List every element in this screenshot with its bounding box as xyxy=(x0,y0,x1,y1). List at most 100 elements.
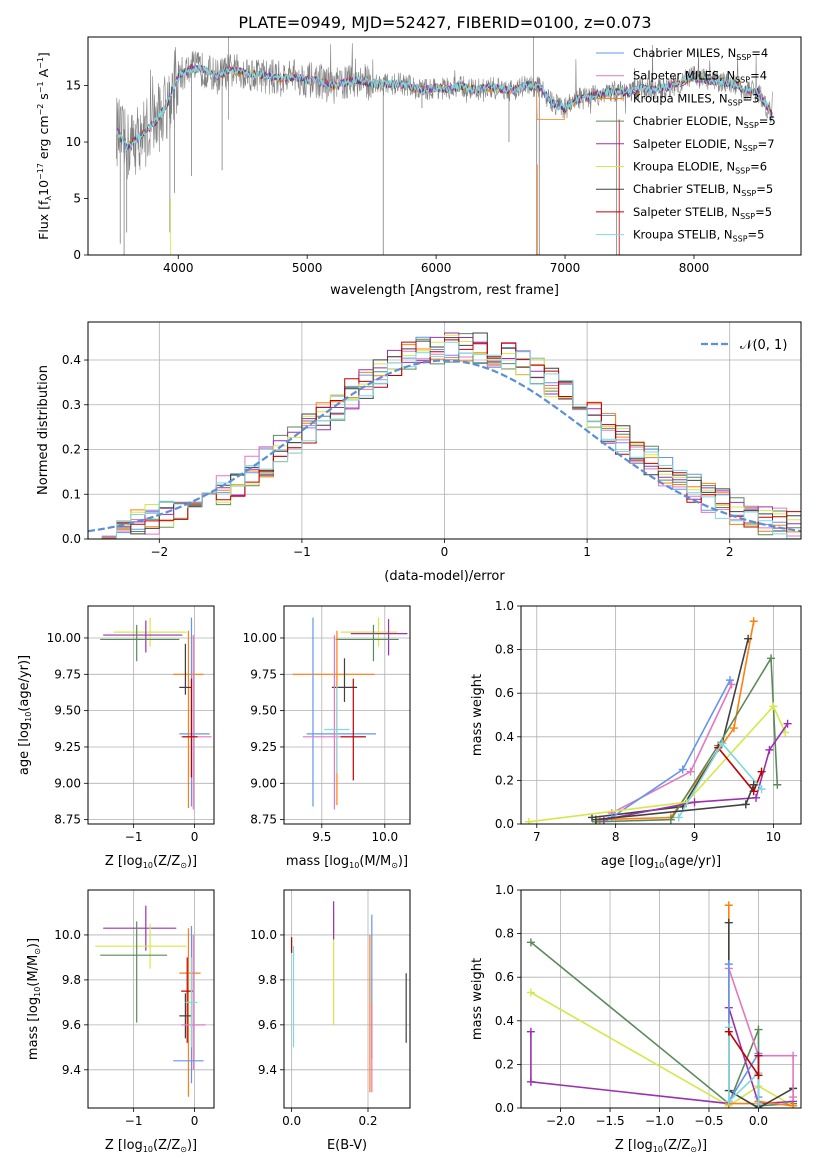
legend-entry: Salpeter ELODIE, NSSP=7 xyxy=(596,137,775,153)
y-tick-label: 10.00 xyxy=(47,631,81,645)
x-tick-label: 0 xyxy=(191,1114,199,1128)
x-tick-label: 5000 xyxy=(292,261,323,275)
weight-series xyxy=(724,918,798,1108)
weight-marker xyxy=(769,702,778,711)
label-part: =5 xyxy=(748,228,765,242)
label-part: −17 xyxy=(36,163,45,180)
label-part: Chabrier STELIB, N xyxy=(633,182,741,196)
errorbar-point xyxy=(340,617,398,647)
y-tick-label: 8.75 xyxy=(54,813,81,827)
weight-series xyxy=(591,780,758,824)
legend-entry: Kroupa STELIB, NSSP=5 xyxy=(596,228,764,244)
label-part: =4 xyxy=(751,46,768,60)
label-part: −1 xyxy=(36,57,45,69)
label-part: Chabrier ELODIE, N xyxy=(633,114,744,128)
label-part: 10 xyxy=(653,1145,663,1154)
plot-area xyxy=(88,332,801,539)
plot-area xyxy=(291,901,407,1093)
label-part: A xyxy=(36,68,51,81)
legend-entry: Chabrier MILES, NSSP=4 xyxy=(596,46,768,62)
label-part: ⊙ xyxy=(180,861,187,870)
label-part: −1 xyxy=(36,81,45,93)
label-part: (data-model)/error xyxy=(384,569,505,584)
label-part: mass weight xyxy=(470,958,485,1040)
label-part: Kroupa ELODIE, N xyxy=(633,160,735,174)
y-axis-label: mass weight xyxy=(470,674,485,756)
y-tick-label: 9.00 xyxy=(250,776,277,790)
x-tick-label: 10 xyxy=(766,830,781,844)
x-tick-label: 9.5 xyxy=(312,830,331,844)
label-part: SSP xyxy=(735,76,750,85)
weight-marker xyxy=(765,745,774,754)
weight-line xyxy=(728,1031,760,1078)
x-tick-label: −1.0 xyxy=(645,1114,674,1128)
weight-series xyxy=(724,1027,763,1080)
x-tick-label: 1 xyxy=(583,545,591,559)
panel-spectrum: 4000 5000 6000 7000 8000 0 5 10 15 Chabrier MILES… xyxy=(36,36,802,298)
y-tick-label: 0.6 xyxy=(495,970,514,984)
y-tick-label: 9.25 xyxy=(54,740,81,754)
x-tick-label: 0 xyxy=(441,545,449,559)
axes-frame xyxy=(87,321,802,540)
weight-marker xyxy=(724,1027,733,1036)
y-tick-label: 9.25 xyxy=(250,740,277,754)
x-axis-label: Z [log10(Z/Z⊙)] xyxy=(615,1138,707,1154)
label-part: Z [log xyxy=(105,1138,143,1153)
axes-frame xyxy=(283,605,411,825)
y-tick-label: 0.6 xyxy=(495,686,514,700)
label-part: Chabrier MILES, N xyxy=(633,46,736,60)
weight-series xyxy=(674,739,766,822)
legend-label: Salpeter MILES, NSSP=4 xyxy=(633,69,767,85)
axes-frame xyxy=(87,605,215,825)
errorbar-point xyxy=(173,630,204,809)
weight-marker xyxy=(789,1051,798,1060)
weight-line xyxy=(591,638,749,819)
panel-weight_vs_Z: −2.0 −1.5 −1.0 −0.5 0.0 0.0 0.2 0.4 0.6 0.8 1.0 Z [… xyxy=(470,883,802,1154)
x-tick-label: 0 xyxy=(191,830,199,844)
weight-line xyxy=(728,1027,760,1104)
weight-series xyxy=(524,702,790,824)
label-part: Kroupa MILES, N xyxy=(633,91,728,105)
y-tick-label: 9.75 xyxy=(250,667,277,681)
weight-marker xyxy=(767,654,776,663)
label-part: )] xyxy=(187,854,197,869)
y-tick-label: 0.0 xyxy=(495,817,514,831)
label-part: =6 xyxy=(750,160,767,174)
axes-frame xyxy=(87,889,215,1109)
panel-mass_vs_ebv: 0.0 0.2 9.4 9.6 9.8 10.0 E(B-V) xyxy=(250,889,411,1153)
x-tick-label: 2 xyxy=(726,545,734,559)
weight-line xyxy=(599,621,755,821)
residual-histogram xyxy=(88,339,801,539)
label-part: mass [log xyxy=(26,997,41,1060)
weight-marker xyxy=(757,767,766,776)
x-axis-label: E(B-V) xyxy=(327,1138,367,1153)
x-tick-label: 4000 xyxy=(163,261,194,275)
label-part: =4 xyxy=(750,69,767,83)
label-part: =7 xyxy=(758,137,775,151)
label-part: 10 xyxy=(349,861,359,870)
y-tick-label: 0.2 xyxy=(62,443,81,457)
legend-label: Salpeter STELIB, NSSP=5 xyxy=(633,205,772,221)
x-tick-label: 8000 xyxy=(679,261,710,275)
panel-residuals: −2 −1 0 1 2 0.0 0.1 0.2 0.3 0.4 𝒩(0, 1) (data-model… xyxy=(36,321,802,584)
weight-marker xyxy=(591,815,600,824)
y-tick-label: 10.00 xyxy=(243,631,277,645)
weight-marker xyxy=(690,798,699,807)
label-part: =3 xyxy=(743,91,760,105)
label-part: ] xyxy=(36,52,51,57)
x-axis-label: Z [log10(Z/Z⊙)] xyxy=(105,1138,197,1154)
x-axis-label: wavelength [Angstrom, rest frame] xyxy=(330,283,559,298)
x-tick-label: 9 xyxy=(691,830,699,844)
x-tick-label: −1 xyxy=(293,545,311,559)
errorbar-point xyxy=(335,624,399,662)
y-tick-label: 9.75 xyxy=(54,667,81,681)
weight-marker xyxy=(526,938,535,947)
label-part: SSP xyxy=(735,167,750,176)
weight-series xyxy=(526,938,798,1108)
errorbar-point xyxy=(185,957,198,1048)
y-tick-label: 10.0 xyxy=(250,928,277,942)
label-part: age [log xyxy=(17,722,32,775)
label-part: Flux [f xyxy=(36,200,51,240)
weight-line xyxy=(728,964,760,1105)
